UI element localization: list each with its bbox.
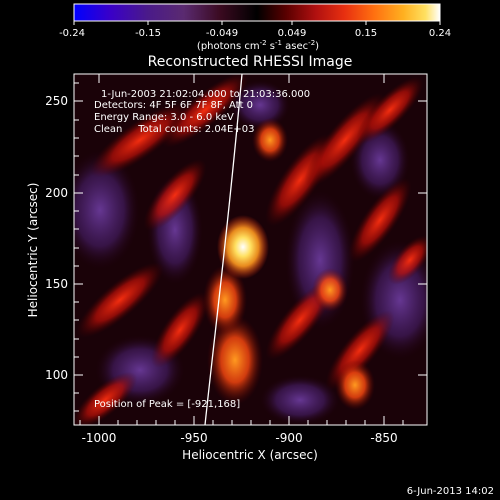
- colorbar-tick-label: -0.24: [59, 28, 85, 39]
- x-tick-label: -850: [370, 431, 397, 445]
- x-tick-label: -1000: [82, 431, 117, 445]
- colorbar-tick-label: 0.24: [429, 28, 451, 39]
- plot-title: Reconstructed RHESSI Image: [148, 54, 353, 70]
- y-tick-label: 250: [45, 94, 68, 108]
- minor-ticks: [74, 82, 404, 425]
- rhessi-image: [74, 74, 427, 425]
- colorbar-tick-label: -0.049: [206, 28, 238, 39]
- energy-range-text: Energy Range: 3.0 - 6.0 keV: [94, 112, 234, 123]
- colorbar: -0.24 -0.15 -0.049 0.049 0.15 0.24 (phot…: [59, 3, 451, 52]
- peak-position-text: Position of Peak = [-921,168]: [94, 399, 240, 410]
- solar-limb-curve: [204, 74, 243, 425]
- y-axis-label: Heliocentric Y (arcsec): [26, 183, 40, 318]
- clean-counts-text: Clean Total counts: 2.04E+03: [94, 124, 254, 135]
- y-tick-label: 200: [45, 186, 68, 200]
- x-tick-label: -900: [275, 431, 302, 445]
- colorbar-units: (photons cm-2 s-1 asec-2): [197, 39, 319, 52]
- axis-ticks: [74, 74, 427, 425]
- colorbar-tick-label: 0.15: [355, 28, 377, 39]
- detectors-text: Detectors: 4F 5F 6F 7F 8F, Att 0: [94, 100, 253, 111]
- colorbar-ticks: [73, 21, 441, 25]
- colorbar-tick-label: -0.15: [135, 28, 161, 39]
- y-tick-label: 150: [45, 277, 68, 291]
- colorbar-tick-label: 0.049: [278, 28, 307, 39]
- time-range-text: 1-Jun-2003 21:02:04.000 to 21:03:36.000: [101, 89, 310, 100]
- y-tick-label: 100: [45, 368, 68, 382]
- colorbar-gradient: [73, 3, 441, 22]
- x-tick-label: -950: [180, 431, 207, 445]
- x-axis-label: Heliocentric X (arcsec): [182, 448, 318, 462]
- image-annotations: 1-Jun-2003 21:02:04.000 to 21:03:36.000 …: [94, 89, 310, 410]
- emission-peak: [217, 215, 269, 279]
- footer-date: 6-Jun-2013 14:02: [407, 486, 494, 497]
